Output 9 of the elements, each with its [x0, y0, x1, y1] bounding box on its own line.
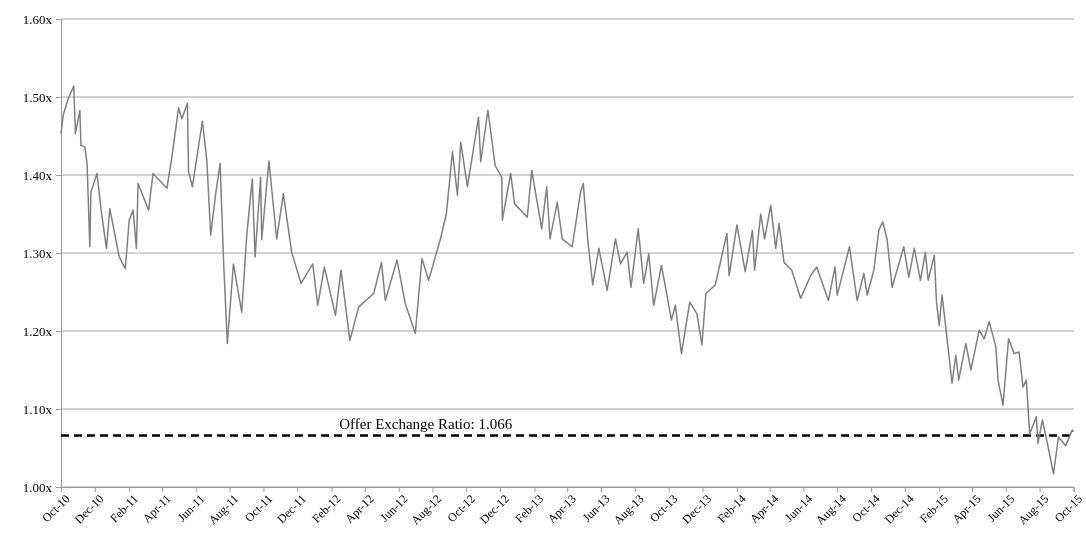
y-tick-label: 1.00x — [22, 479, 53, 495]
y-tick-label: 1.40x — [22, 167, 53, 183]
y-tick-label: 1.30x — [22, 245, 53, 261]
ref-line-label: Offer Exchange Ratio: 1.066 — [339, 415, 513, 432]
y-tick-label: 1.20x — [22, 323, 53, 339]
line-series — [60, 85, 1075, 475]
y-tick-label: 1.60x — [22, 11, 53, 27]
y-tick-label: 1.10x — [22, 401, 53, 417]
y-tick-label: 1.50x — [22, 89, 53, 105]
